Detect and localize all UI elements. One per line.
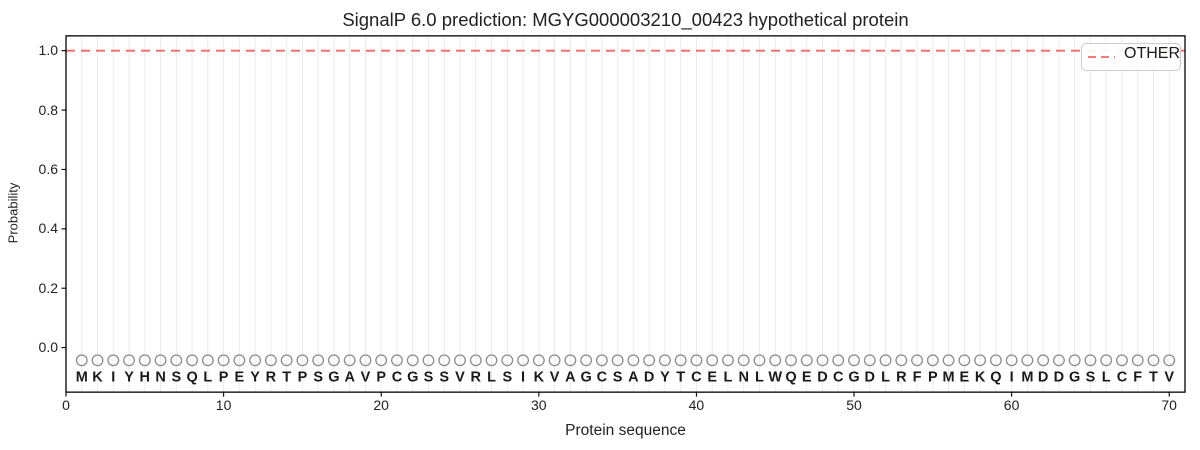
svg-text:S: S bbox=[439, 369, 449, 385]
svg-text:G: G bbox=[407, 369, 418, 385]
svg-text:G: G bbox=[1069, 369, 1080, 385]
svg-text:G: G bbox=[848, 369, 859, 385]
svg-text:S: S bbox=[424, 369, 434, 385]
svg-text:V: V bbox=[550, 369, 560, 385]
svg-text:Q: Q bbox=[785, 369, 796, 385]
svg-text:V: V bbox=[455, 369, 465, 385]
svg-text:I: I bbox=[521, 369, 525, 385]
svg-text:S: S bbox=[1086, 369, 1096, 385]
svg-text:M: M bbox=[943, 369, 955, 385]
svg-text:C: C bbox=[597, 369, 608, 385]
svg-text:V: V bbox=[361, 369, 371, 385]
svg-text:Y: Y bbox=[124, 369, 134, 385]
svg-text:A: A bbox=[565, 369, 576, 385]
svg-text:C: C bbox=[1117, 369, 1128, 385]
svg-text:D: D bbox=[817, 369, 827, 385]
svg-text:S: S bbox=[313, 369, 323, 385]
svg-text:S: S bbox=[171, 369, 181, 385]
svg-text:M: M bbox=[76, 369, 88, 385]
svg-text:F: F bbox=[913, 369, 922, 385]
svg-text:K: K bbox=[92, 369, 103, 385]
svg-text:P: P bbox=[219, 369, 229, 385]
svg-text:C: C bbox=[691, 369, 702, 385]
svg-text:D: D bbox=[644, 369, 654, 385]
svg-text:A: A bbox=[344, 369, 355, 385]
svg-text:L: L bbox=[487, 369, 496, 385]
svg-text:W: W bbox=[768, 369, 782, 385]
svg-text:Y: Y bbox=[250, 369, 260, 385]
svg-text:R: R bbox=[896, 369, 907, 385]
svg-text:N: N bbox=[155, 369, 165, 385]
svg-text:D: D bbox=[865, 369, 875, 385]
svg-text:Y: Y bbox=[660, 369, 670, 385]
svg-text:P: P bbox=[376, 369, 386, 385]
svg-text:T: T bbox=[282, 369, 291, 385]
svg-text:I: I bbox=[1010, 369, 1014, 385]
svg-text:T: T bbox=[1149, 369, 1158, 385]
svg-text:C: C bbox=[392, 369, 403, 385]
svg-text:Q: Q bbox=[186, 369, 197, 385]
svg-text:H: H bbox=[140, 369, 150, 385]
svg-text:I: I bbox=[111, 369, 115, 385]
svg-text:E: E bbox=[235, 369, 245, 385]
svg-text:S: S bbox=[613, 369, 623, 385]
svg-text:E: E bbox=[802, 369, 812, 385]
svg-text:D: D bbox=[1054, 369, 1064, 385]
svg-text:K: K bbox=[534, 369, 545, 385]
svg-text:S: S bbox=[502, 369, 512, 385]
svg-text:V: V bbox=[1164, 369, 1174, 385]
svg-text:L: L bbox=[203, 369, 212, 385]
svg-text:A: A bbox=[628, 369, 639, 385]
svg-text:F: F bbox=[1133, 369, 1142, 385]
svg-text:E: E bbox=[707, 369, 717, 385]
svg-text:R: R bbox=[266, 369, 277, 385]
svg-text:L: L bbox=[881, 369, 890, 385]
svg-text:Q: Q bbox=[990, 369, 1001, 385]
svg-text:Probability: Probability bbox=[5, 182, 20, 243]
svg-text:M: M bbox=[1021, 369, 1033, 385]
svg-text:N: N bbox=[738, 369, 748, 385]
svg-text:L: L bbox=[1102, 369, 1111, 385]
svg-text:T: T bbox=[676, 369, 685, 385]
svg-text:C: C bbox=[833, 369, 844, 385]
svg-text:E: E bbox=[960, 369, 970, 385]
svg-text:K: K bbox=[975, 369, 986, 385]
svg-text:R: R bbox=[471, 369, 482, 385]
svg-text:G: G bbox=[580, 369, 591, 385]
svg-text:D: D bbox=[1038, 369, 1048, 385]
svg-text:L: L bbox=[724, 369, 733, 385]
svg-text:P: P bbox=[928, 369, 938, 385]
svg-text:L: L bbox=[755, 369, 764, 385]
svg-text:P: P bbox=[298, 369, 308, 385]
svg-text:G: G bbox=[328, 369, 339, 385]
